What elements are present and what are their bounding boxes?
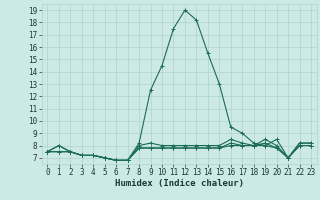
X-axis label: Humidex (Indice chaleur): Humidex (Indice chaleur): [115, 179, 244, 188]
